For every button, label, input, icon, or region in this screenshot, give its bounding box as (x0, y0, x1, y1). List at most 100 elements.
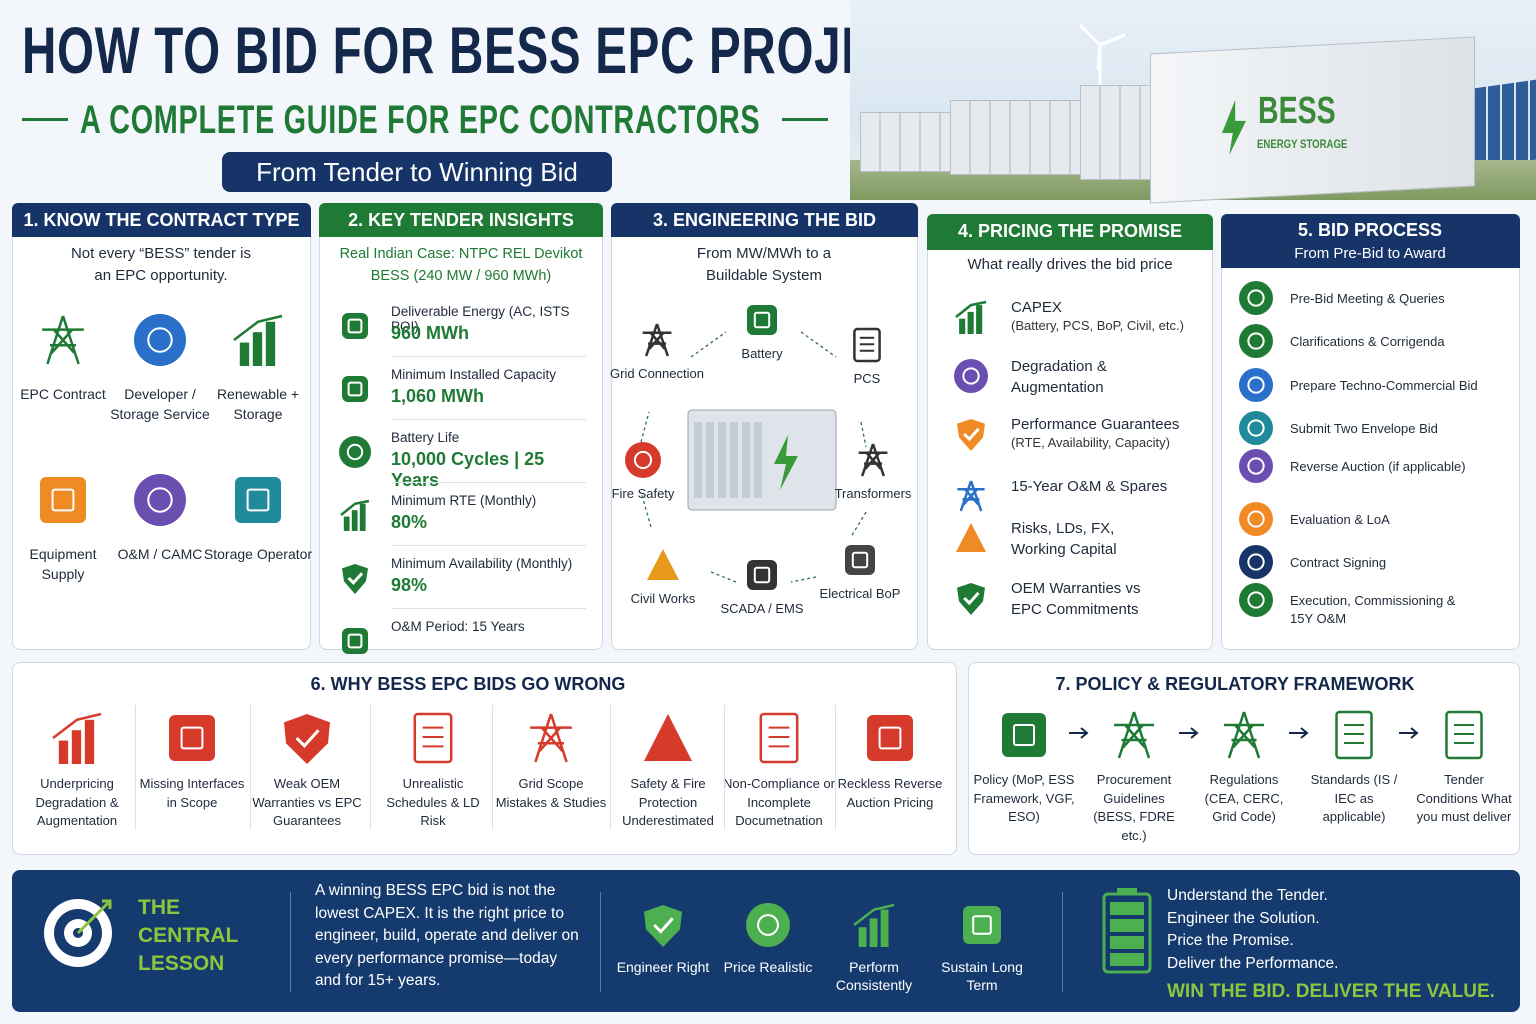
panel-header (611, 203, 918, 237)
intro: What really drives the bid price (967, 256, 1173, 273)
arrow (1289, 727, 1309, 739)
contract-type: EPC Contract (20, 386, 106, 402)
motto: Understand the Tender. (1167, 887, 1328, 904)
icon (747, 560, 777, 590)
pitfall: Grid Scope Mistakes & Studies (495, 776, 607, 810)
policy-step: Policy (MoP, ESS Framework, VGF, ESO) (973, 772, 1075, 824)
divider (609, 705, 611, 830)
icon (1335, 710, 1373, 760)
icon (1239, 324, 1273, 358)
icon (1239, 411, 1273, 445)
bid-step: Evaluation & LoA (1290, 512, 1390, 527)
icon (1239, 545, 1273, 579)
bid-step: Contract Signing (1290, 555, 1387, 570)
divider (134, 705, 136, 830)
icon (339, 436, 371, 468)
icon (1445, 710, 1483, 760)
pitfall: Safety & Fire Protection Underestimated (622, 776, 714, 828)
insight-value: 98% (391, 575, 428, 595)
arrow (1179, 727, 1199, 739)
icon (1002, 713, 1046, 757)
title: HOW TO BID FOR BESS EPC PROJECTS (22, 13, 971, 87)
panel-title: 4. PRICING THE PROMISE (957, 221, 1183, 241)
pillar: Price Realistic (723, 959, 813, 975)
icon (340, 499, 370, 531)
lesson-title: THE CENTRAL LESSON (138, 896, 238, 975)
icon (963, 906, 1001, 944)
component: PCS (853, 371, 881, 386)
closing: WIN THE BID. DELIVER THE VALUE. (1167, 981, 1495, 1002)
motto: Price the Promise. (1167, 932, 1294, 949)
image-sublabel: ENERGY STORAGE (1257, 137, 1348, 151)
policy-step: Procurement Guidelines (BESS, FDRE etc.) (1093, 772, 1175, 843)
icon (644, 714, 692, 761)
component: Grid Connection (610, 366, 704, 381)
icon (955, 300, 987, 334)
panel (12, 203, 311, 650)
bid-step: Submit Two Envelope Bid (1290, 421, 1438, 436)
icon (867, 715, 913, 761)
arrow (1069, 727, 1089, 739)
insight-label: Minimum RTE (Monthly) (391, 493, 537, 508)
icon (957, 480, 985, 512)
case-note: Real Indian Case: NTPC REL Devikot BESS … (339, 246, 583, 284)
price-driver: Performance Guarantees (1011, 416, 1180, 433)
lesson-text: A winning BESS EPC bid is not the lowest… (315, 882, 579, 989)
divider (1062, 892, 1063, 992)
policy-step: Standards (IS / IEC as applicable) (1310, 772, 1398, 824)
icon (52, 712, 102, 764)
price-driver: Risks, LDs, FX, Working Capital (1011, 520, 1117, 558)
icon (1114, 711, 1154, 759)
subtitle: A COMPLETE GUIDE FOR EPC CONTRACTORS (80, 98, 761, 142)
rule (782, 118, 828, 121)
icon (134, 474, 186, 526)
icon (284, 714, 330, 764)
bid-step: Execution, Commissioning & 15Y O&M (1290, 593, 1456, 626)
icon (42, 315, 84, 365)
icon (530, 713, 572, 763)
separator (391, 608, 586, 609)
rule (22, 118, 68, 121)
icon (957, 583, 985, 615)
pitfall: Unrealistic Schedules & LD Risk (386, 776, 480, 828)
motto: Deliver the Performance. (1167, 954, 1339, 972)
icon (413, 712, 453, 764)
icon (957, 419, 985, 451)
separator (391, 356, 586, 357)
panel-subtitle: From Pre-Bid to Award (1294, 245, 1446, 262)
pillar: Perform Consistently (835, 959, 913, 993)
separator (391, 545, 586, 546)
separator (391, 419, 586, 420)
component: Fire Safety (611, 486, 675, 501)
price-driver: 15-Year O&M & Spares (1011, 478, 1168, 495)
icon (342, 628, 368, 654)
panel-title: 2. KEY TENDER INSIGHTS (348, 210, 574, 230)
icon (956, 523, 986, 552)
icon (845, 545, 875, 575)
icon (233, 314, 283, 366)
divider (723, 705, 725, 830)
icon (642, 323, 672, 357)
panel-title: 6. WHY BESS EPC BIDS GO WRONG (310, 674, 626, 694)
target (44, 899, 112, 967)
panel (968, 662, 1520, 855)
separator (391, 482, 586, 483)
bid-step: Pre-Bid Meeting & Queries (1290, 291, 1445, 306)
policy-step: Regulations (CEA, CERC, Grid Code) (1204, 772, 1284, 824)
bid-step: Prepare Techno-Commercial Bid (1290, 378, 1478, 393)
panel-header (927, 214, 1213, 250)
divider (290, 892, 291, 992)
component: Transformers (834, 486, 912, 501)
icon (647, 549, 679, 580)
price-driver: CAPEX (1011, 299, 1062, 316)
pitfall: Missing Interfaces in Scope (139, 776, 245, 810)
icon (1239, 281, 1273, 315)
price-detail: (Battery, PCS, BoP, Civil, etc.) (1011, 318, 1184, 333)
divider (249, 705, 251, 830)
panel-title: 1. KNOW THE CONTRACT TYPE (23, 210, 300, 230)
intro: From MW/MWh to a Buildable System (696, 245, 832, 284)
insight-label: Battery Life (391, 430, 460, 445)
contract-type: O&M / CAMC (117, 546, 203, 562)
pillar: Sustain Long Term (941, 959, 1023, 993)
